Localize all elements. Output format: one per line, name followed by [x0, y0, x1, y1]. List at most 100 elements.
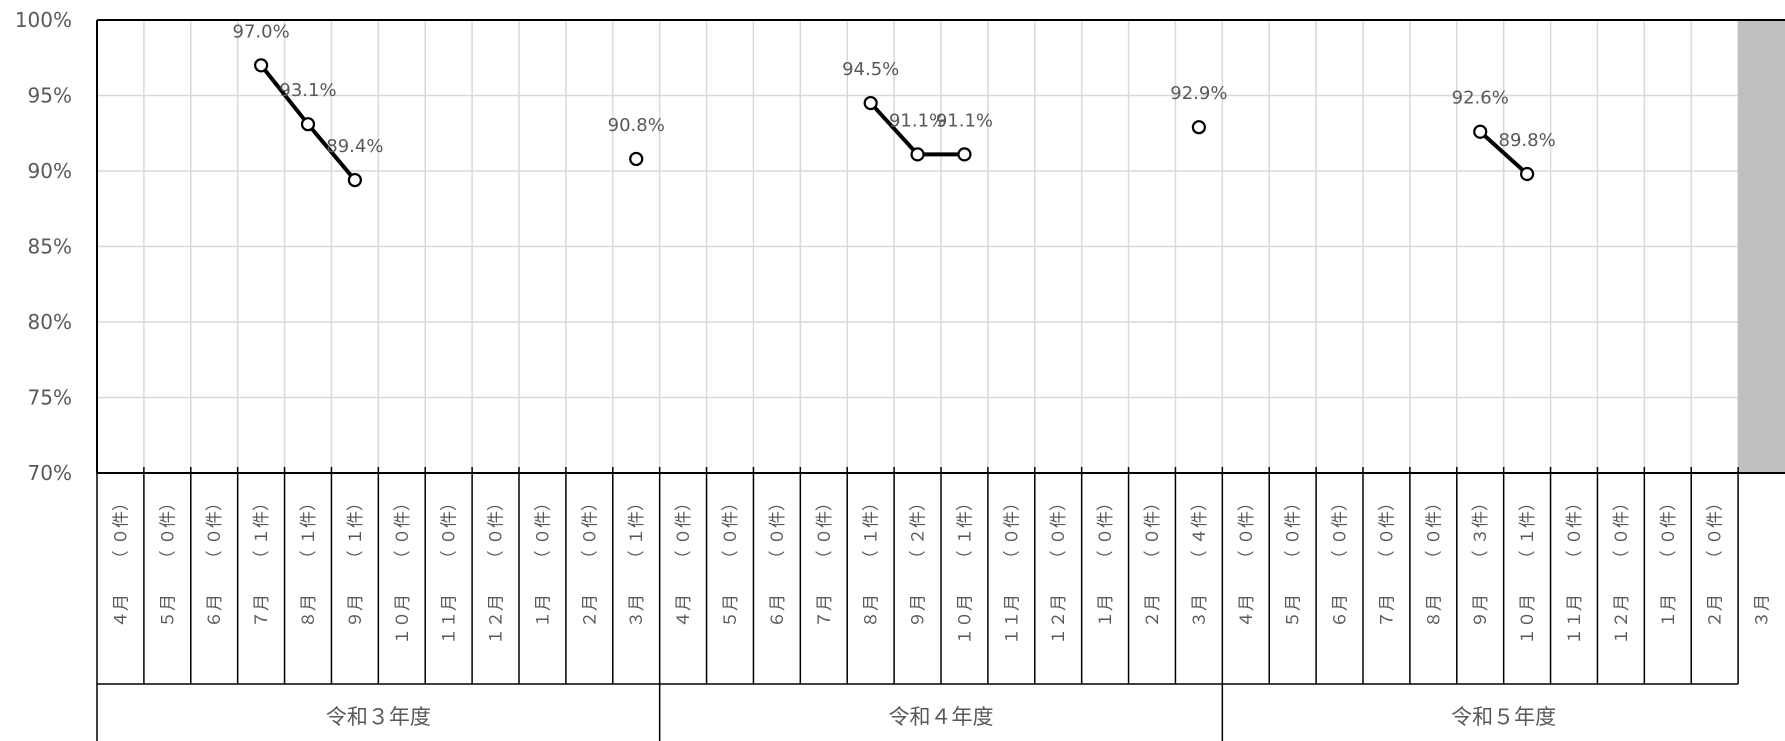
category-label: （ ０件） １１月	[440, 494, 460, 645]
category-count-label: （ ０件）	[1237, 494, 1257, 567]
category-label: （ ０件） ７月	[1377, 494, 1397, 628]
category-month-label: ９月	[909, 594, 929, 628]
category-month-label: ７月	[252, 594, 272, 628]
category-label: （ １件） ８月	[862, 494, 882, 628]
data-point	[863, 95, 878, 111]
category-month-label: ８月	[862, 594, 882, 628]
category-count-label: （ ０件）	[1565, 494, 1585, 567]
category-label: （ １件） １０月	[1518, 494, 1538, 645]
data-point	[1520, 166, 1535, 182]
category-count-label: （ １件）	[627, 494, 647, 567]
data-point	[1191, 120, 1206, 135]
y-tick-label: 95%	[28, 84, 72, 108]
category-count-label: （ １件）	[299, 494, 319, 567]
category-label: （ ０件） １月	[1096, 494, 1116, 628]
data-label: 90.8%	[608, 115, 665, 136]
shaded-region	[1738, 20, 1785, 473]
category-month-label: １２月	[1612, 594, 1632, 645]
category-month-label: ３月	[1753, 594, 1773, 628]
category-label: （ ０件） ８月	[1424, 494, 1444, 628]
data-label: 89.8%	[1499, 130, 1556, 151]
data-point	[957, 147, 972, 162]
category-count-label: （ ０件）	[1284, 494, 1304, 567]
data-label: 92.9%	[1170, 83, 1227, 104]
category-label: （ ０件） ６月	[768, 494, 788, 628]
category-label: （ ０件） ６月	[1331, 494, 1351, 628]
category-month-label: １月	[1096, 594, 1116, 628]
category-label: （ １件） ８月	[299, 494, 319, 628]
category-count-label: （ ０件）	[1002, 494, 1022, 567]
category-label: （ １件） １０月	[955, 494, 975, 645]
category-label: （ ０件） １１月	[1002, 494, 1022, 645]
category-count-label: （ ０件）	[533, 494, 553, 567]
category-label: ３月	[1753, 594, 1773, 628]
category-label: （ ０件） ５月	[1284, 494, 1304, 628]
category-label: （ １件） ９月	[346, 494, 366, 628]
category-count-label: （ １件）	[862, 494, 882, 567]
category-count-label: （ ０件）	[580, 494, 600, 567]
category-month-label: ７月	[815, 594, 835, 628]
category-count-label: （ １件）	[955, 494, 975, 567]
category-label: （ ０件） １月	[533, 494, 553, 628]
category-count-label: （ ０件）	[1377, 494, 1397, 567]
category-label: （ ０件） ６月	[205, 494, 225, 628]
data-label: 91.1%	[889, 110, 946, 131]
y-tick-label: 100%	[15, 8, 72, 32]
x-axis-category-labels: （ ０件）４月（ ０件）５月（ ０件）６月（ １件）７月（ １件）８月（ １件）…	[111, 494, 1772, 729]
category-month-label: １２月	[487, 594, 507, 645]
series-line-segment	[868, 101, 920, 157]
data-point	[910, 147, 925, 162]
category-month-label: ８月	[1424, 594, 1444, 628]
category-label: （ ０件） １月	[1659, 494, 1679, 628]
y-axis-tick-labels: 70% 75% 80% 85% 90% 95% 100%	[15, 8, 72, 485]
category-count-label: （ ０件）	[1612, 494, 1632, 567]
category-month-label: ２月	[1143, 594, 1163, 628]
category-month-label: ５月	[1284, 594, 1304, 628]
category-month-label: ５月	[721, 594, 741, 628]
category-month-label: １１月	[1002, 594, 1022, 645]
data-point	[347, 172, 362, 188]
category-month-label: ６月	[205, 594, 225, 628]
category-count-label: （ １件）	[346, 494, 366, 567]
category-count-label: （ ０件）	[768, 494, 788, 567]
y-tick-label: 75%	[28, 386, 72, 410]
category-count-label: （ ０件）	[1706, 494, 1726, 567]
category-label: （ ０件） ４月	[1237, 494, 1257, 628]
category-label: （ ０件） ２月	[580, 494, 600, 628]
year-group-label: 令和３年度	[326, 705, 431, 729]
category-month-label: ４月	[674, 594, 694, 628]
category-label: （ ０件） １０月	[393, 494, 413, 645]
category-month-label: １０月	[955, 594, 975, 645]
series-line-segment	[306, 122, 357, 183]
axes	[96, 19, 1785, 741]
series-points	[254, 58, 1535, 188]
category-count-label: （ ０件）	[1096, 494, 1116, 567]
year-group-label: 令和４年度	[889, 705, 994, 729]
category-count-label: （ １件）	[252, 494, 272, 567]
y-tick-label: 85%	[28, 235, 72, 259]
y-tick-label: 70%	[28, 461, 72, 485]
data-label: 91.1%	[936, 110, 993, 131]
category-count-label: （ ３件）	[1471, 494, 1491, 567]
category-month-label: ８月	[299, 594, 319, 628]
data-label: 92.6%	[1452, 88, 1509, 109]
category-month-label: ３月	[627, 594, 647, 628]
category-count-label: （ ０件）	[1049, 494, 1069, 567]
category-count-label: （ ０件）	[1424, 494, 1444, 567]
category-month-label: ３月	[1190, 594, 1210, 628]
series-line-segment	[1478, 129, 1530, 177]
category-month-label: ９月	[1471, 594, 1491, 628]
category-month-label: １０月	[393, 594, 413, 645]
category-count-label: （ ０件）	[1143, 494, 1163, 567]
category-count-label: （ ４件）	[1190, 494, 1210, 567]
category-count-label: （ ０件）	[674, 494, 694, 567]
data-labels: 97.0% 93.1% 89.4% 90.8% 94.5% 91.1%91.1% 92.9%…	[233, 21, 1556, 157]
year-group-label: 令和５年度	[1451, 705, 1556, 729]
category-count-label: （ ０件）	[440, 494, 460, 567]
category-month-label: ９月	[346, 594, 366, 628]
category-month-label: ５月	[158, 594, 178, 628]
category-count-label: （ ０件）	[393, 494, 413, 567]
category-label: （ ２件） ９月	[909, 494, 929, 628]
category-count-label: （ ０件）	[205, 494, 225, 567]
category-count-label: （ １件）	[1518, 494, 1538, 567]
